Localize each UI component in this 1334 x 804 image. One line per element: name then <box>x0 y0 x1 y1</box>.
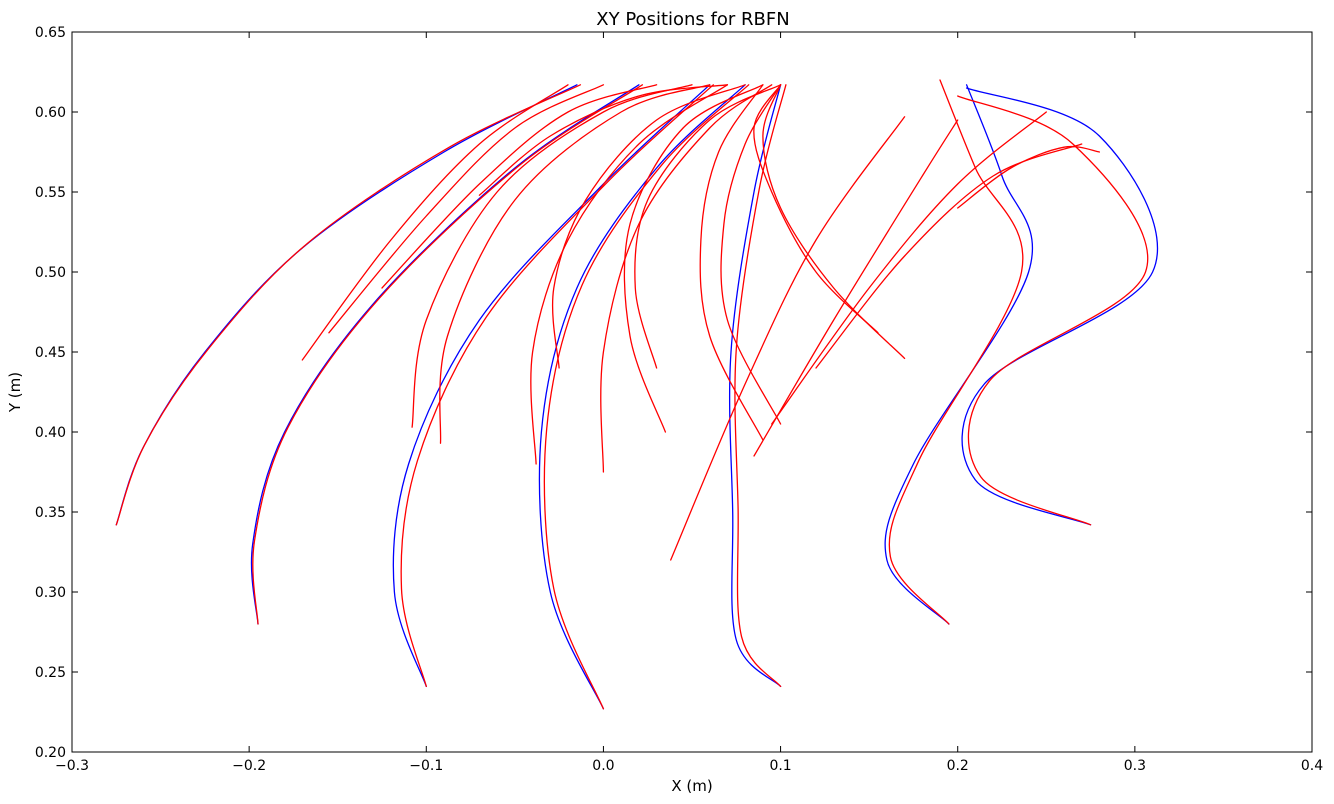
y-tick-label: 0.35 <box>35 505 66 521</box>
series-line-3 <box>250 84 640 625</box>
series-line-18 <box>411 84 693 428</box>
series-line-31 <box>815 143 1083 369</box>
series-line-33 <box>762 84 906 360</box>
series-line-20 <box>478 84 729 196</box>
series-line-15 <box>301 84 569 361</box>
x-tick-label: 0.2 <box>947 758 969 774</box>
x-tick-label: 0.4 <box>1301 758 1323 774</box>
x-axis-title: X (m) <box>671 777 712 795</box>
series-line-6 <box>400 84 714 688</box>
x-tick-label: 0.0 <box>592 758 614 774</box>
series-line-14 <box>957 95 1149 526</box>
series-line-21 <box>530 84 729 465</box>
series-line-8 <box>543 84 750 710</box>
y-tick-label: 0.25 <box>35 665 66 681</box>
x-tick-label: 0.3 <box>1124 758 1146 774</box>
series-line-19 <box>439 84 711 444</box>
series-line-22 <box>551 84 746 369</box>
series-line-2 <box>115 84 582 526</box>
series-line-25 <box>623 84 764 433</box>
x-tick-label: 0.1 <box>769 758 791 774</box>
chart-title: XY Positions for RBFN <box>596 9 789 30</box>
x-tick-label: −0.2 <box>232 758 266 774</box>
y-tick-label: 0.30 <box>35 585 66 601</box>
y-axis-title: Y (m) <box>6 372 24 413</box>
series-line-7 <box>538 84 746 710</box>
series-line-29 <box>753 119 959 457</box>
series-line-17 <box>381 84 658 289</box>
series-line-34 <box>957 145 1101 209</box>
y-tick-label: 0.55 <box>35 185 66 201</box>
series-line-16 <box>328 84 605 334</box>
series-line-5 <box>392 84 711 688</box>
series-line-4 <box>252 84 644 625</box>
series-line-32 <box>753 84 879 334</box>
series-line-12 <box>888 79 1024 625</box>
series-line-1 <box>115 84 578 526</box>
series-line-13 <box>961 87 1159 526</box>
series-layer <box>115 79 1159 710</box>
series-line-30 <box>771 111 1047 425</box>
y-tick-label: 0.45 <box>35 345 66 361</box>
series-line-24 <box>634 84 782 369</box>
series-line-11 <box>884 84 1034 625</box>
y-tick-label: 0.20 <box>35 745 66 761</box>
y-tick-label: 0.50 <box>35 265 66 281</box>
ticks-layer: −0.3 −0.2 −0.1 0.0 0.1 0.2 0.3 0.4 0.20 0.25 0.30 0… <box>35 25 1323 774</box>
series-line-23 <box>600 84 773 473</box>
y-tick-label: 0.40 <box>35 425 66 441</box>
series-line-28 <box>720 84 782 425</box>
y-tick-label: 0.60 <box>35 105 66 121</box>
series-line-10 <box>734 84 787 688</box>
series-line-27 <box>699 84 764 441</box>
x-tick-label: −0.3 <box>55 758 89 774</box>
series-line-26 <box>670 116 906 561</box>
y-tick-label: 0.65 <box>35 25 66 41</box>
plot-frame <box>71 31 1313 753</box>
x-tick-label: −0.1 <box>409 758 443 774</box>
series-line-9 <box>728 84 782 688</box>
